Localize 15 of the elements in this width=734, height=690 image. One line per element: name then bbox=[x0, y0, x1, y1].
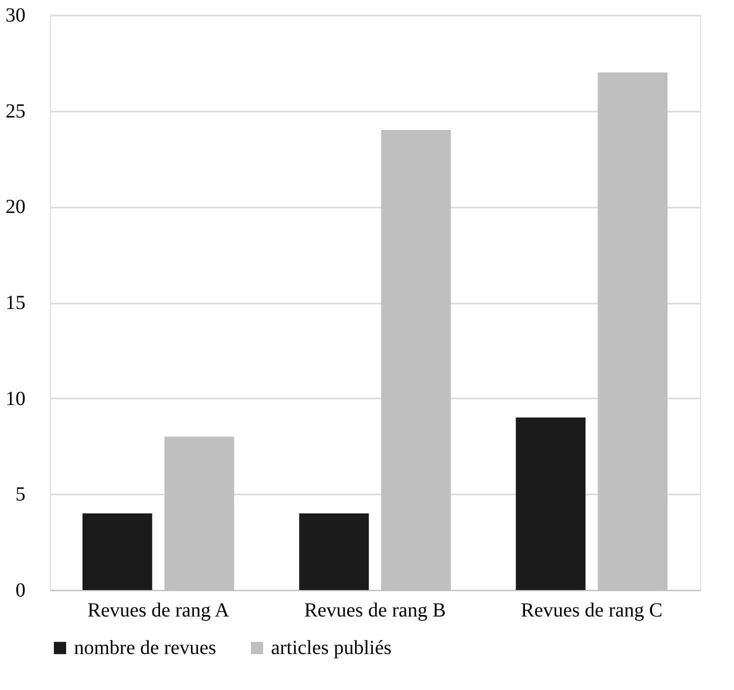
legend-label: nombre de revues bbox=[74, 637, 216, 659]
y-tick-label: 20 bbox=[6, 196, 26, 218]
bar bbox=[299, 513, 369, 590]
y-tick-label: 10 bbox=[6, 388, 26, 410]
bar bbox=[516, 418, 586, 590]
y-tick-label: 0 bbox=[16, 580, 26, 602]
legend-label: articles publiés bbox=[271, 637, 392, 659]
x-tick-label: Revues de rang C bbox=[520, 600, 662, 622]
x-tick-label: Revues de rang A bbox=[88, 600, 230, 622]
y-tick-label: 25 bbox=[6, 100, 26, 122]
y-tick-label: 30 bbox=[6, 4, 26, 26]
bar bbox=[82, 513, 152, 590]
x-tick-label: Revues de rang B bbox=[304, 600, 446, 622]
y-tick-label: 5 bbox=[16, 484, 26, 506]
y-tick-label: 15 bbox=[6, 292, 26, 314]
